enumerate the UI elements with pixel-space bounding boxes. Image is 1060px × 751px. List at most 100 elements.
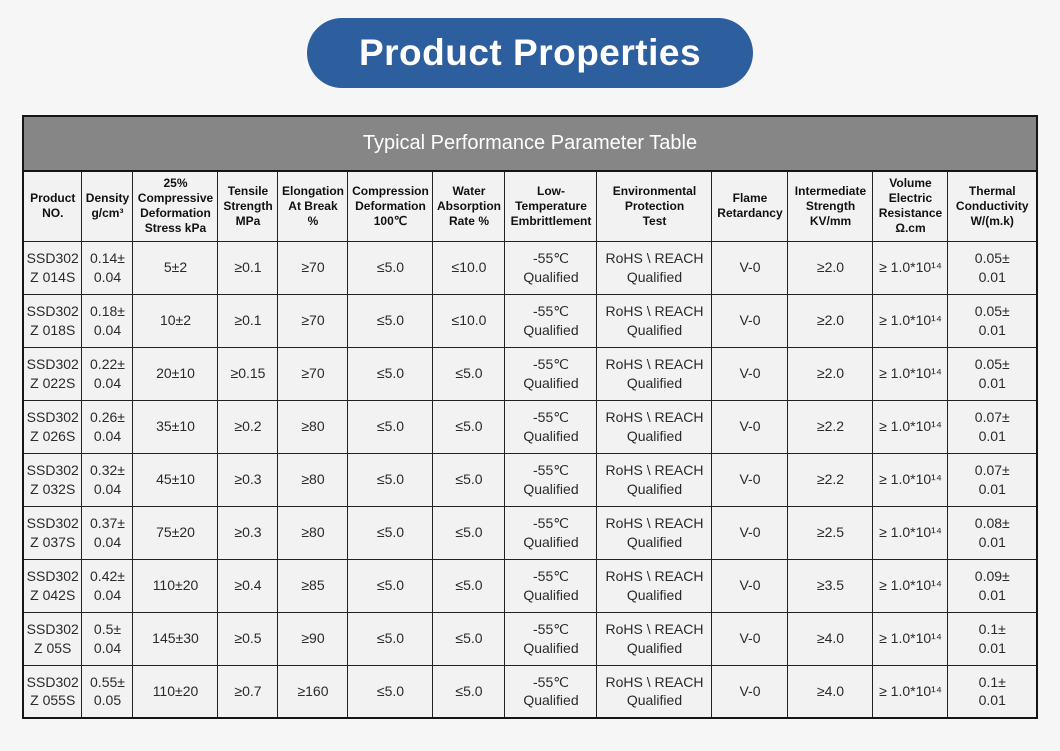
cell-flame-retardancy: V-0 <box>711 505 789 560</box>
cell-low-temperature-embrittlement: -55℃ Qualified <box>504 293 598 348</box>
column-header-density: Density g/cm³ <box>81 170 134 242</box>
cell-thermal-conductivity: 0.1± 0.01 <box>947 664 1038 719</box>
cell-flame-retardancy: V-0 <box>711 399 789 454</box>
cell-elongation-at-break: ≥70 <box>277 240 349 295</box>
cell-environmental-protection-test: RoHS \ REACH Qualified <box>596 664 713 719</box>
cell-product-no: SSD302 Z 014S <box>22 240 83 295</box>
column-header-water-absorption-rate: Water Absorption Rate % <box>432 170 506 242</box>
table-row: SSD302 Z 018S 0.18± 0.04 10±2 ≥0.1 ≥70 ≤5.0 ≤1… <box>22 293 1038 348</box>
table-row: SSD302 Z 055S 0.55± 0.05 110±20 ≥0.7 ≥160 ≤5.… <box>22 664 1038 719</box>
cell-elongation-at-break: ≥80 <box>277 399 349 454</box>
cell-environmental-protection-test: RoHS \ REACH Qualified <box>596 399 713 454</box>
cell-tensile-strength: ≥0.1 <box>217 293 279 348</box>
cell-density: 0.22± 0.04 <box>81 346 134 401</box>
column-header-thermal-conductivity: Thermal Conductivity W/(m.k) <box>947 170 1038 242</box>
cell-compressive-deformation-stress: 20±10 <box>132 346 219 401</box>
table-row: SSD302 Z 042S 0.42± 0.04 110±20 ≥0.4 ≥85 ≤5.0… <box>22 558 1038 613</box>
cell-compressive-deformation-stress: 45±10 <box>132 452 219 507</box>
cell-volume-electric-resistance: ≥ 1.0*10¹⁴ <box>872 611 949 666</box>
cell-water-absorption-rate: ≤5.0 <box>432 611 506 666</box>
cell-intermediate-strength: ≥4.0 <box>787 611 874 666</box>
cell-environmental-protection-test: RoHS \ REACH Qualified <box>596 505 713 560</box>
cell-thermal-conductivity: 0.09± 0.01 <box>947 558 1038 613</box>
cell-volume-electric-resistance: ≥ 1.0*10¹⁴ <box>872 558 949 613</box>
page-title-banner: Product Properties <box>307 18 753 88</box>
column-header-intermediate-strength: Intermediate Strength KV/mm <box>787 170 874 242</box>
cell-flame-retardancy: V-0 <box>711 611 789 666</box>
table-row: SSD302 Z 037S 0.37± 0.04 75±20 ≥0.3 ≥80 ≤5.0 ≤… <box>22 505 1038 560</box>
cell-thermal-conductivity: 0.05± 0.01 <box>947 346 1038 401</box>
cell-density: 0.26± 0.04 <box>81 399 134 454</box>
page-title: Product Properties <box>358 32 702 73</box>
column-header-flame-retardancy: Flame Retardancy <box>711 170 789 242</box>
cell-tensile-strength: ≥0.3 <box>217 452 279 507</box>
cell-density: 0.32± 0.04 <box>81 452 134 507</box>
cell-environmental-protection-test: RoHS \ REACH Qualified <box>596 240 713 295</box>
cell-thermal-conductivity: 0.07± 0.01 <box>947 452 1038 507</box>
cell-product-no: SSD302 Z 026S <box>22 399 83 454</box>
cell-elongation-at-break: ≥80 <box>277 452 349 507</box>
cell-intermediate-strength: ≥2.0 <box>787 240 874 295</box>
cell-volume-electric-resistance: ≥ 1.0*10¹⁴ <box>872 399 949 454</box>
cell-compression-deformation: ≤5.0 <box>347 240 434 295</box>
cell-compression-deformation: ≤5.0 <box>347 505 434 560</box>
cell-water-absorption-rate: ≤5.0 <box>432 452 506 507</box>
cell-volume-electric-resistance: ≥ 1.0*10¹⁴ <box>872 664 949 719</box>
cell-density: 0.14± 0.04 <box>81 240 134 295</box>
table-title-row: Typical Performance Parameter Table <box>21 115 1039 172</box>
cell-compression-deformation: ≤5.0 <box>347 399 434 454</box>
cell-tensile-strength: ≥0.3 <box>217 505 279 560</box>
column-header-elongation-at-break: Elongation At Break % <box>277 170 349 242</box>
cell-tensile-strength: ≥0.15 <box>217 346 279 401</box>
cell-product-no: SSD302 Z 032S <box>22 452 83 507</box>
cell-flame-retardancy: V-0 <box>711 558 789 613</box>
cell-low-temperature-embrittlement: -55℃ Qualified <box>504 346 598 401</box>
cell-compression-deformation: ≤5.0 <box>347 664 434 719</box>
cell-elongation-at-break: ≥70 <box>277 346 349 401</box>
cell-density: 0.42± 0.04 <box>81 558 134 613</box>
cell-thermal-conductivity: 0.05± 0.01 <box>947 293 1038 348</box>
cell-elongation-at-break: ≥70 <box>277 293 349 348</box>
cell-density: 0.18± 0.04 <box>81 293 134 348</box>
cell-intermediate-strength: ≥2.5 <box>787 505 874 560</box>
cell-compression-deformation: ≤5.0 <box>347 452 434 507</box>
cell-compressive-deformation-stress: 145±30 <box>132 611 219 666</box>
cell-low-temperature-embrittlement: -55℃ Qualified <box>504 558 598 613</box>
cell-compressive-deformation-stress: 35±10 <box>132 399 219 454</box>
cell-compressive-deformation-stress: 10±2 <box>132 293 219 348</box>
cell-density: 0.37± 0.04 <box>81 505 134 560</box>
cell-water-absorption-rate: ≤5.0 <box>432 399 506 454</box>
cell-volume-electric-resistance: ≥ 1.0*10¹⁴ <box>872 240 949 295</box>
cell-water-absorption-rate: ≤5.0 <box>432 346 506 401</box>
cell-density: 0.5± 0.04 <box>81 611 134 666</box>
table-title: Typical Performance Parameter Table <box>21 115 1039 172</box>
cell-tensile-strength: ≥0.2 <box>217 399 279 454</box>
cell-low-temperature-embrittlement: -55℃ Qualified <box>504 611 598 666</box>
column-header-compressive-deformation-stress: 25% Compressive Deformation Stress kPa <box>132 170 219 242</box>
cell-flame-retardancy: V-0 <box>711 452 789 507</box>
cell-compressive-deformation-stress: 5±2 <box>132 240 219 295</box>
cell-density: 0.55± 0.05 <box>81 664 134 719</box>
cell-compression-deformation: ≤5.0 <box>347 611 434 666</box>
cell-compressive-deformation-stress: 110±20 <box>132 664 219 719</box>
cell-compression-deformation: ≤5.0 <box>347 293 434 348</box>
cell-tensile-strength: ≥0.4 <box>217 558 279 613</box>
cell-product-no: SSD302 Z 037S <box>22 505 83 560</box>
cell-low-temperature-embrittlement: -55℃ Qualified <box>504 452 598 507</box>
table-row: SSD302 Z 032S 0.32± 0.04 45±10 ≥0.3 ≥80 ≤5.0 ≤… <box>22 452 1038 507</box>
cell-product-no: SSD302 Z 042S <box>22 558 83 613</box>
cell-low-temperature-embrittlement: -55℃ Qualified <box>504 505 598 560</box>
cell-tensile-strength: ≥0.5 <box>217 611 279 666</box>
cell-volume-electric-resistance: ≥ 1.0*10¹⁴ <box>872 505 949 560</box>
table-row: SSD302 Z 026S 0.26± 0.04 35±10 ≥0.2 ≥80 ≤5.0 ≤… <box>22 399 1038 454</box>
cell-flame-retardancy: V-0 <box>711 346 789 401</box>
cell-compressive-deformation-stress: 110±20 <box>132 558 219 613</box>
table-body: SSD302 Z 014S 0.14± 0.04 5±2 ≥0.1 ≥70 ≤5.0 ≤10… <box>22 240 1038 719</box>
cell-compression-deformation: ≤5.0 <box>347 558 434 613</box>
cell-intermediate-strength: ≥2.2 <box>787 452 874 507</box>
cell-compression-deformation: ≤5.0 <box>347 346 434 401</box>
cell-intermediate-strength: ≥2.0 <box>787 293 874 348</box>
cell-environmental-protection-test: RoHS \ REACH Qualified <box>596 611 713 666</box>
column-header-compression-deformation: Compression Deformation 100℃ <box>347 170 434 242</box>
cell-low-temperature-embrittlement: -55℃ Qualified <box>504 664 598 719</box>
